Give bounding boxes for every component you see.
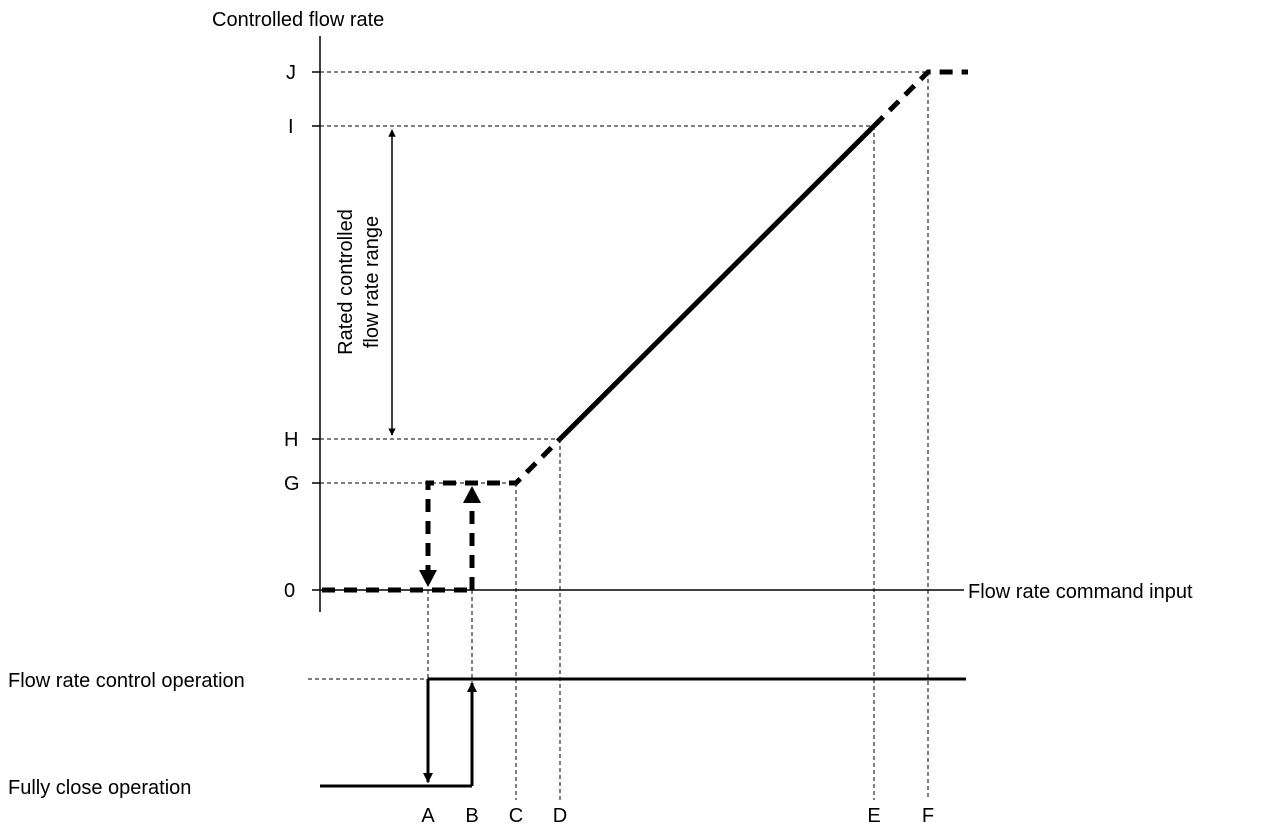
x-tick-label-f: F: [922, 805, 934, 827]
horizontal-guides: [308, 71, 928, 680]
x-axis-title: Flow rate command input: [968, 581, 1193, 603]
curve-down-arrowhead: [419, 570, 437, 587]
y-ticks: J I H G 0: [284, 62, 320, 602]
y-tick-label-h: H: [284, 429, 298, 451]
y-tick-label-g: G: [284, 473, 300, 495]
range-label-line2: flow rate range: [361, 216, 383, 348]
x-ticks: A B C D E F: [421, 805, 934, 827]
operation-state-signal: [320, 677, 966, 788]
range-label-line1: Rated controlled: [335, 209, 357, 355]
y-tick-label-j: J: [286, 62, 296, 84]
x-tick-label-b: B: [465, 805, 478, 827]
y-tick-label-0: 0: [284, 580, 295, 602]
curve-rated-segment: [558, 124, 876, 441]
curve-low-segment: [425, 437, 562, 578]
flow-characteristic-curve: [322, 69, 968, 593]
curve-high-segment: [872, 69, 968, 128]
vertical-guides: [427, 72, 929, 800]
x-tick-label-d: D: [553, 805, 567, 827]
curve-up-arrowhead: [463, 486, 481, 503]
x-tick-label-a: A: [421, 805, 435, 827]
y-axis-title: Controlled flow rate: [212, 9, 384, 31]
state-label-close: Fully close operation: [8, 777, 191, 799]
y-tick-label-i: I: [288, 116, 294, 138]
x-tick-label-e: E: [867, 805, 880, 827]
x-tick-label-c: C: [509, 805, 523, 827]
state-label-control: Flow rate control operation: [8, 670, 245, 692]
